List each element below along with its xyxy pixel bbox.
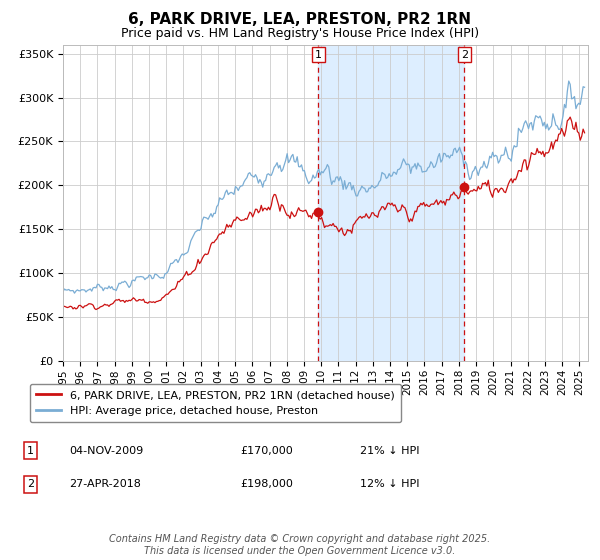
Text: 6, PARK DRIVE, LEA, PRESTON, PR2 1RN: 6, PARK DRIVE, LEA, PRESTON, PR2 1RN [128, 12, 472, 27]
Legend: 6, PARK DRIVE, LEA, PRESTON, PR2 1RN (detached house), HPI: Average price, detac: 6, PARK DRIVE, LEA, PRESTON, PR2 1RN (de… [29, 384, 401, 422]
Text: Price paid vs. HM Land Registry's House Price Index (HPI): Price paid vs. HM Land Registry's House … [121, 27, 479, 40]
Text: 1: 1 [27, 446, 34, 456]
Text: £170,000: £170,000 [240, 446, 293, 456]
Text: 1: 1 [315, 49, 322, 59]
Text: 21% ↓ HPI: 21% ↓ HPI [360, 446, 419, 456]
Text: 12% ↓ HPI: 12% ↓ HPI [360, 479, 419, 489]
Text: £198,000: £198,000 [240, 479, 293, 489]
Text: 2: 2 [461, 49, 468, 59]
Text: 2: 2 [27, 479, 34, 489]
Text: 04-NOV-2009: 04-NOV-2009 [69, 446, 143, 456]
Text: Contains HM Land Registry data © Crown copyright and database right 2025.
This d: Contains HM Land Registry data © Crown c… [109, 534, 491, 556]
Text: 27-APR-2018: 27-APR-2018 [69, 479, 141, 489]
Bar [319, 45, 464, 361]
